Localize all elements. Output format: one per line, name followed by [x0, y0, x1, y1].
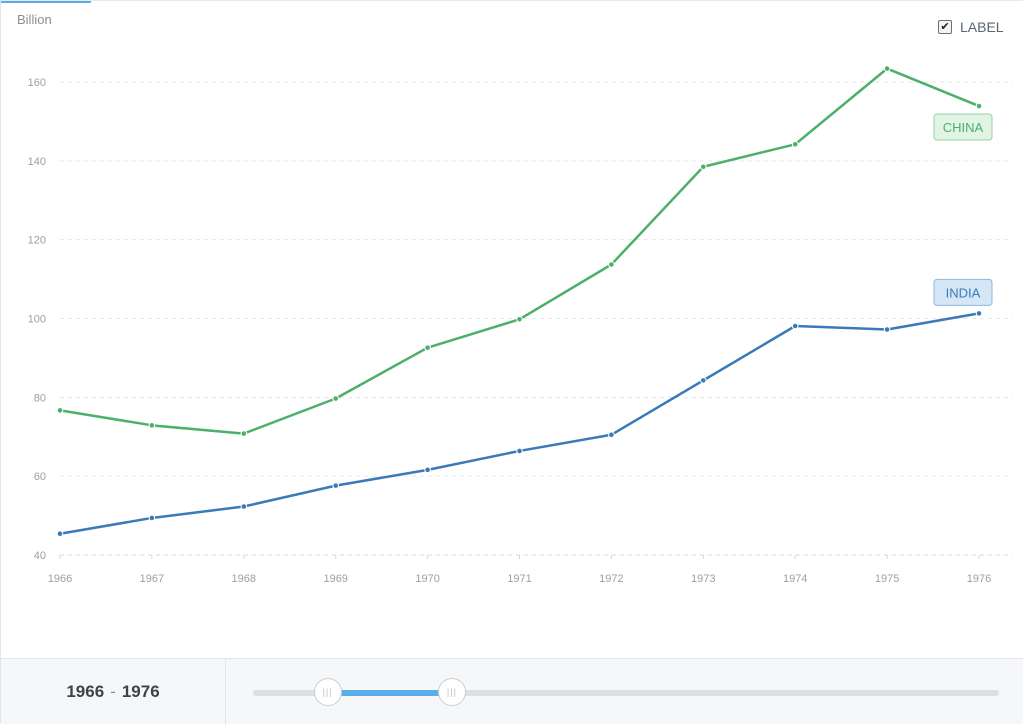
range-slider-track[interactable]: ||| ||| [253, 678, 999, 706]
range-slider-start-handle[interactable]: ||| [313, 678, 342, 706]
series-label-india: INDIA [946, 285, 981, 300]
y-tick-label: 100 [28, 314, 46, 326]
data-point [332, 482, 340, 489]
x-tick-label: 1966 [48, 573, 72, 585]
series-label-china: CHINA [943, 120, 984, 135]
x-tick-label: 1976 [967, 573, 991, 585]
data-point [148, 422, 156, 429]
range-separator: - [110, 682, 116, 701]
range-start: 1966 [66, 682, 105, 701]
series-label-badge-india [933, 278, 993, 306]
label-toggle[interactable]: ✔ LABEL [938, 19, 1004, 35]
data-point [516, 315, 523, 323]
data-point [56, 407, 64, 414]
data-point [332, 395, 340, 402]
series-line-india [58, 312, 981, 535]
label-checkbox[interactable]: ✔ [938, 20, 952, 34]
y-tick-label: 140 [28, 156, 46, 168]
data-point [700, 163, 707, 171]
series-label-badge-china [933, 113, 993, 141]
data-point [608, 431, 615, 439]
data-point [791, 140, 799, 148]
y-tick-label: 60 [34, 471, 46, 483]
x-tick-label: 1975 [875, 573, 899, 585]
data-point [700, 377, 707, 384]
label-toggle-text: LABEL [960, 19, 1004, 35]
range-display: 1966 - 1976 [1, 659, 226, 725]
range-selector-bar: 1966 - 1976 ||| ||| [1, 658, 1023, 725]
y-tick-label: 120 [28, 235, 46, 247]
x-tick-label: 1973 [691, 573, 715, 585]
grip-icon: ||| [322, 687, 333, 697]
range-slider-fill [327, 690, 452, 696]
chart-area: 40 60 80 100 120 140 160 1966 1967 1968 1969 1970 19… [1, 1, 1023, 656]
x-tick-label: 1969 [323, 573, 347, 585]
x-tick-label: 1970 [415, 573, 439, 585]
range-slider-end-handle[interactable]: ||| [437, 678, 466, 706]
y-tick-label: 160 [28, 77, 46, 89]
x-tick-label: 1967 [140, 573, 164, 585]
x-tick-label: 1971 [507, 573, 531, 585]
y-tick-label: 40 [34, 550, 46, 562]
series-line-china [58, 67, 981, 435]
y-tick-label: 80 [34, 392, 46, 404]
x-tick-label: 1972 [599, 573, 623, 585]
range-end: 1976 [121, 682, 160, 701]
x-tick-label: 1968 [232, 573, 256, 585]
active-tab-indicator [1, 1, 91, 3]
data-point [516, 447, 523, 455]
data-point [883, 326, 891, 333]
data-point [148, 514, 156, 522]
y-axis-unit-label: Billion [17, 12, 52, 27]
data-point [975, 310, 983, 317]
data-point [791, 322, 799, 330]
data-point [240, 503, 248, 510]
data-point [608, 261, 615, 268]
line-chart: 40 60 80 100 120 140 160 1966 1967 1968 1969 1970 19… [28, 65, 1013, 585]
data-point [56, 530, 64, 538]
data-point [424, 344, 431, 351]
data-point [883, 65, 891, 72]
data-point [240, 430, 248, 437]
grip-icon: ||| [446, 687, 457, 697]
data-point [975, 102, 983, 110]
x-tick-label: 1974 [783, 573, 807, 585]
data-point [424, 466, 431, 474]
